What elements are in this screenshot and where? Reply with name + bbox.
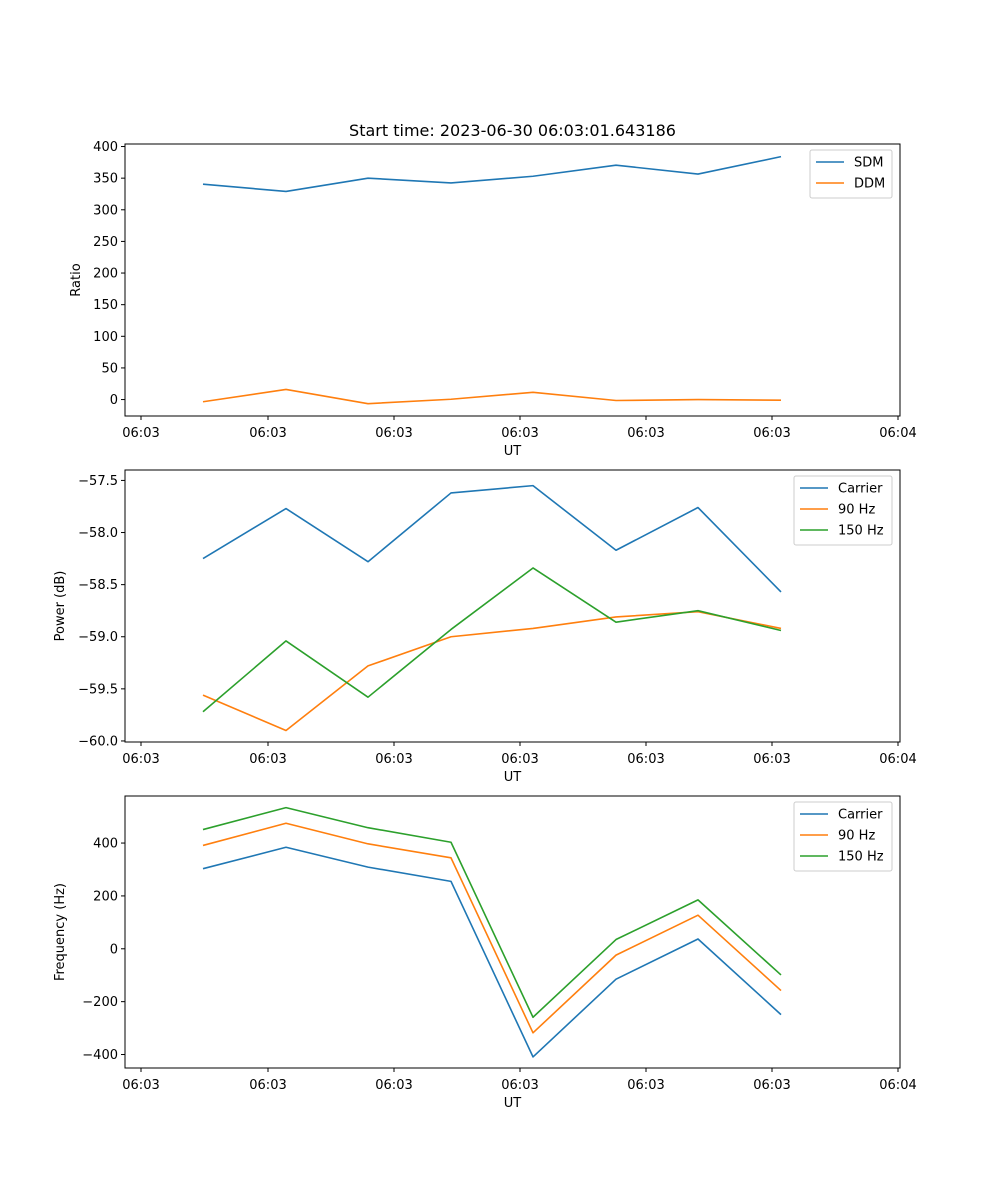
x-tick-label: 06:03 (249, 752, 286, 767)
x-tick-label: 06:04 (879, 426, 916, 441)
x-tick-label: 06:03 (375, 426, 412, 441)
legend-label: 150 Hz (838, 524, 884, 539)
series-line-sdm (202, 155, 782, 193)
panels: 0 50 100 150 200 250 300 350 400 06:03 06:03 06:03 0… (53, 140, 917, 1111)
x-tick-label: 06:03 (627, 752, 664, 767)
x-tick-label: 06:03 (753, 1078, 790, 1093)
y-tick-label: 150 (93, 298, 118, 313)
y-tick-label: 250 (93, 235, 118, 250)
y-tick-label: 200 (93, 267, 118, 282)
x-tick-label: 06:03 (501, 426, 538, 441)
legend-label: SDM (854, 156, 883, 171)
y-tick-label: 400 (93, 837, 118, 852)
legend-label: Carrier (838, 808, 883, 823)
legend-label: 90 Hz (838, 829, 875, 844)
x-tick-label: 06:03 (249, 426, 286, 441)
plot-area (124, 143, 901, 417)
x-tick-label: 06:03 (249, 1078, 286, 1093)
series-line-90-hz (202, 822, 782, 1034)
x-tick-label: 06:03 (501, 752, 538, 767)
y-axis-label: Ratio (69, 263, 84, 296)
legend-label: 150 Hz (838, 850, 884, 865)
y-tick-label: −58.5 (78, 578, 118, 593)
x-tick-label: 06:03 (375, 1078, 412, 1093)
y-axis-label: Power (dB) (53, 571, 68, 642)
plot-area (124, 795, 901, 1069)
series-line-carrier (202, 484, 782, 593)
legend: Carrier 90 Hz 150 Hz (793, 475, 893, 546)
legend-label: DDM (854, 177, 885, 192)
series-line-ddm (202, 388, 782, 405)
y-tick-label: 0 (110, 942, 118, 957)
x-axis-label: UT (504, 444, 522, 459)
panel-3: −400 −200 0 200 400 06:03 06:03 06:03 06:03 06:03… (53, 795, 917, 1111)
x-axis-label: UT (504, 1096, 522, 1111)
y-tick-label: 50 (101, 361, 118, 376)
y-tick-label: 350 (93, 172, 118, 187)
x-tick-label: 06:03 (122, 426, 159, 441)
legend: SDM DDM (809, 149, 893, 199)
series-line-150-hz (202, 567, 782, 713)
legend-frame (793, 475, 893, 546)
plot-area (124, 469, 901, 743)
figure-title: Start time: 2023-06-30 06:03:01.643186 (349, 121, 676, 140)
legend-frame (793, 801, 893, 872)
y-tick-label: 0 (110, 393, 118, 408)
x-tick-label: 06:03 (627, 426, 664, 441)
x-tick-label: 06:04 (879, 752, 916, 767)
legend-label: 90 Hz (838, 503, 875, 518)
x-tick-label: 06:03 (753, 426, 790, 441)
y-tick-label: 400 (93, 140, 118, 155)
x-tick-label: 06:03 (122, 752, 159, 767)
y-tick-label: −59.0 (78, 630, 118, 645)
y-axis-label: Frequency (Hz) (53, 883, 68, 981)
y-tick-label: −60.0 (78, 734, 118, 749)
x-tick-label: 06:03 (375, 752, 412, 767)
panel-1: 0 50 100 150 200 250 300 350 400 06:03 06:03 06:03 0… (69, 140, 917, 459)
x-tick-label: 06:03 (122, 1078, 159, 1093)
y-tick-label: −58.0 (78, 526, 118, 541)
y-tick-label: −57.5 (78, 474, 118, 489)
y-tick-label: −59.5 (78, 682, 118, 697)
legend: Carrier 90 Hz 150 Hz (793, 801, 893, 872)
series-line-150-hz (202, 806, 782, 1019)
y-tick-label: 100 (93, 330, 118, 345)
y-tick-label: −200 (82, 995, 118, 1010)
x-tick-label: 06:03 (501, 1078, 538, 1093)
series-line-carrier (202, 846, 782, 1058)
y-tick-label: −400 (82, 1048, 118, 1063)
y-tick-label: 300 (93, 203, 118, 218)
x-tick-label: 06:03 (627, 1078, 664, 1093)
x-tick-label: 06:03 (753, 752, 790, 767)
panel-2: −60.0 −59.5 −59.0 −58.5 −58.0 −57.5 06:03 06:03… (53, 469, 917, 785)
legend-label: Carrier (838, 482, 883, 497)
y-tick-label: 200 (93, 889, 118, 904)
x-axis-label: UT (504, 770, 522, 785)
x-tick-label: 06:04 (879, 1078, 916, 1093)
